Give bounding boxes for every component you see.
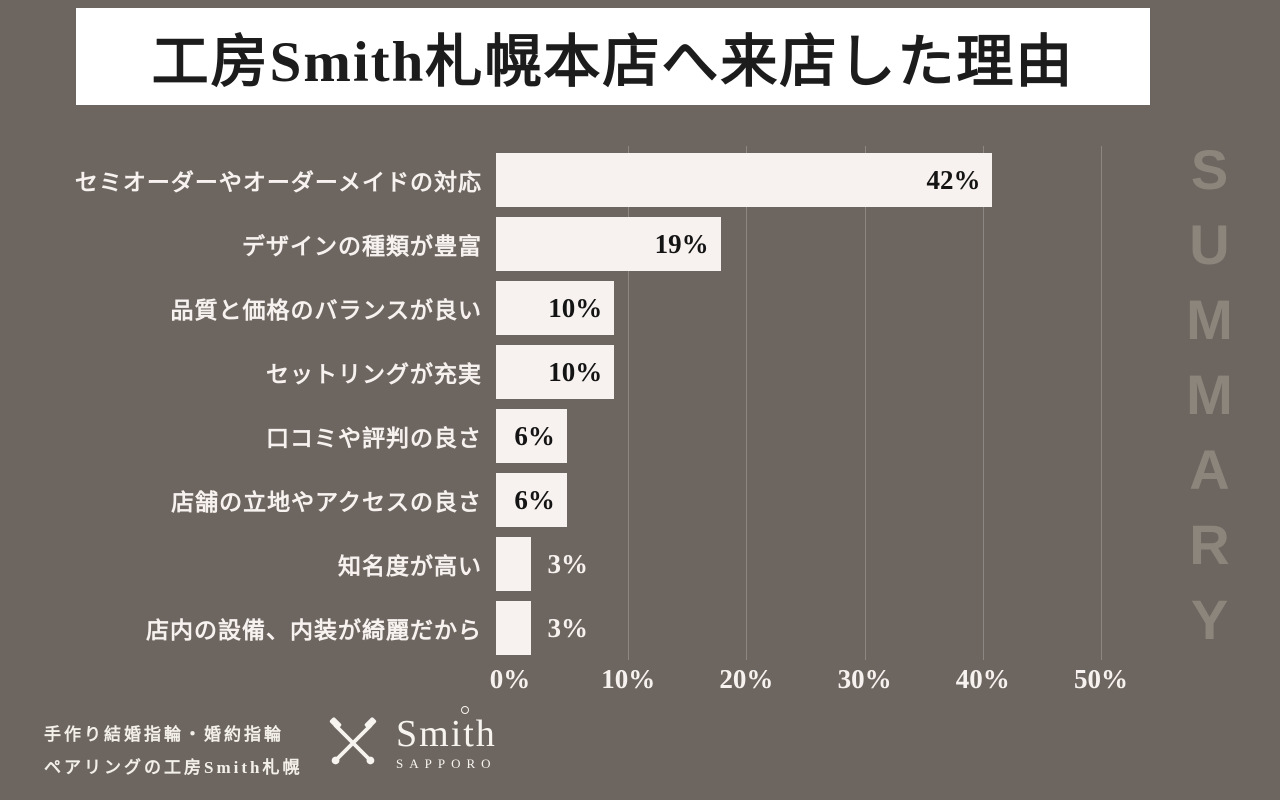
value-label: 6% bbox=[514, 420, 555, 451]
x-axis-tick: 10% bbox=[601, 664, 656, 694]
bar-track: 3% bbox=[496, 596, 1087, 660]
plot-gridlines bbox=[510, 146, 1102, 660]
bar-track: 19% bbox=[496, 212, 1087, 276]
value-label: 10% bbox=[548, 292, 603, 323]
chart-row: 店内の設備、内装が綺麗だから 3% bbox=[0, 596, 1150, 660]
category-label: 品質と価格のバランスが良い bbox=[170, 298, 482, 323]
value-label: 6% bbox=[514, 484, 555, 515]
chart-row: セミオーダーやオーダーメイドの対応 42% bbox=[0, 148, 1150, 212]
value-label: 3% bbox=[547, 548, 588, 579]
category-label: デザインの種類が豊富 bbox=[242, 234, 482, 259]
gridline bbox=[628, 146, 630, 660]
gridline bbox=[982, 146, 984, 660]
logo-text-block: Smith SAPPORO bbox=[396, 706, 497, 772]
value-label: 19% bbox=[654, 228, 709, 259]
bar-track: 42% bbox=[496, 148, 1087, 212]
bar: 10% bbox=[496, 281, 615, 335]
chart-row: デザインの種類が豊富 19% bbox=[0, 212, 1150, 276]
bar: 19% bbox=[496, 217, 721, 271]
chart-row: 品質と価格のバランスが良い 10% bbox=[0, 276, 1150, 340]
value-label: 3% bbox=[547, 612, 588, 643]
bar-track: 6% bbox=[496, 404, 1087, 468]
summary-vertical-label: SUMMARY bbox=[1178, 137, 1241, 663]
bar bbox=[496, 537, 532, 591]
page-title: 工房Smith札幌本店へ来店した理由 bbox=[151, 30, 1075, 94]
gridline bbox=[864, 146, 866, 660]
bar: 6% bbox=[496, 473, 567, 527]
logo-subtitle: SAPPORO bbox=[396, 755, 497, 771]
crossed-tools-icon bbox=[322, 712, 384, 774]
category-label: セミオーダーやオーダーメイドの対応 bbox=[74, 170, 482, 195]
x-axis-tick: 20% bbox=[719, 664, 774, 694]
category-label: 店内の設備、内装が綺麗だから bbox=[146, 618, 482, 643]
bar bbox=[496, 601, 532, 655]
bar-track: 3% bbox=[496, 532, 1087, 596]
bar-track: 10% bbox=[496, 340, 1087, 404]
category-label: 口コミや評判の良さ bbox=[266, 426, 482, 451]
bar: 6% bbox=[496, 409, 567, 463]
x-axis-tick: 50% bbox=[1074, 664, 1128, 694]
value-label: 10% bbox=[548, 356, 603, 387]
gridline bbox=[746, 146, 748, 660]
gridline bbox=[1101, 146, 1102, 660]
chart-row: セットリングが充実 10% bbox=[0, 340, 1150, 404]
footer-tagline: 手作り結婚指輪・婚約指輪 ペアリングの工房Smith札幌 bbox=[44, 718, 302, 784]
footer-tagline-line1: 手作り結婚指輪・婚約指輪 bbox=[44, 725, 284, 744]
x-axis-tick: 0% bbox=[489, 664, 531, 694]
bar: 10% bbox=[496, 345, 615, 399]
bar-track: 6% bbox=[496, 468, 1087, 532]
logo-name: Smith bbox=[396, 713, 497, 756]
category-label: 店舗の立地やアクセスの良さ bbox=[171, 490, 482, 515]
x-axis: 0% 10% 20% 30% 40% 50% bbox=[490, 664, 1128, 698]
chart-row: 口コミや評判の良さ 6% bbox=[0, 404, 1150, 468]
category-label: セットリングが充実 bbox=[266, 362, 482, 387]
bar-track: 10% bbox=[496, 276, 1087, 340]
footer-tagline-line2: ペアリングの工房Smith札幌 bbox=[44, 758, 303, 778]
sparkle-icon bbox=[460, 706, 469, 715]
x-axis-tick: 40% bbox=[955, 664, 1010, 694]
chart-row: 店舗の立地やアクセスの良さ 6% bbox=[0, 468, 1150, 532]
value-label: 42% bbox=[926, 164, 981, 195]
brand-logo: Smith SAPPORO bbox=[322, 706, 497, 774]
chart-rows: セミオーダーやオーダーメイドの対応 42% デザインの種類が豊富 19% 品質と価格のバ… bbox=[0, 148, 1150, 660]
x-axis-tick: 30% bbox=[837, 664, 892, 694]
category-label: 知名度が高い bbox=[338, 554, 482, 579]
bar: 42% bbox=[496, 153, 993, 207]
chart-row: 知名度が高い 3% bbox=[0, 532, 1150, 596]
title-banner: 工房Smith札幌本店へ来店した理由 bbox=[76, 8, 1150, 105]
